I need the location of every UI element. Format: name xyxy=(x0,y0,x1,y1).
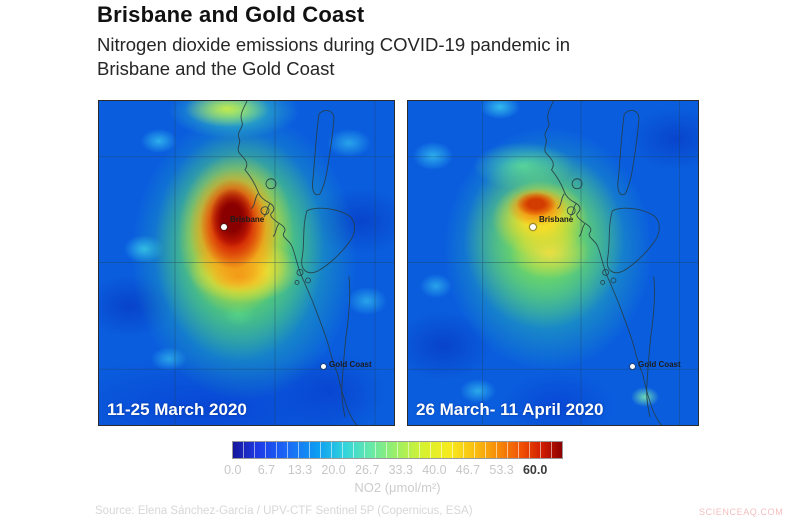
colorbar-tick-max: 60.0 xyxy=(522,463,548,477)
colorbar-gradient xyxy=(232,441,563,459)
date-caption-left: 11-25 March 2020 xyxy=(107,400,247,419)
colorbar-tick: 13.3 xyxy=(287,463,313,477)
colorbar-tick: 33.3 xyxy=(388,463,413,477)
page-title: Brisbane and Gold Coast xyxy=(97,2,365,27)
gold-coast-marker-dot xyxy=(630,364,635,369)
gold-coast-label: Gold Coast xyxy=(329,360,372,369)
colorbar-tick: 20.0 xyxy=(321,463,346,477)
colorbar-axis-label: NO2 (μmol/m²) xyxy=(354,480,441,495)
coastline-grid-overlay xyxy=(99,101,394,425)
colorbar-ticks: 0.0 6.7 13.3 20.0 26.7 33.3 40.0 46.7 53… xyxy=(216,463,552,477)
brisbane-label: Brisbane xyxy=(539,215,574,224)
coastline-grid-overlay xyxy=(408,101,698,425)
colorbar-tick: 26.7 xyxy=(355,463,380,477)
colorbar-tick: 6.7 xyxy=(257,463,276,477)
date-caption-right: 26 March- 11 April 2020 xyxy=(416,400,604,419)
brisbane-label: Brisbane xyxy=(230,215,265,224)
map-panel-march-11-25: Brisbane Gold Coast 11-25 March 2020 xyxy=(98,100,395,426)
colorbar-tick: 53.3 xyxy=(489,463,514,477)
subtitle-line-1: Nitrogen dioxide emissions during COVID-… xyxy=(97,34,571,55)
brisbane-marker-dot xyxy=(530,224,536,230)
map-panel-march26-april11: Brisbane Gold Coast 26 March- 11 April 2… xyxy=(407,100,699,426)
site-watermark: SCIENCEAQ.COM xyxy=(699,507,784,517)
source-credit: Source: Elena Sánchez-García / UPV-CTF S… xyxy=(95,505,473,517)
figure-subtitle: Nitrogen dioxide emissions during COVID-… xyxy=(97,33,570,81)
colorbar-tick: 40.0 xyxy=(422,463,447,477)
gold-coast-label: Gold Coast xyxy=(638,360,681,369)
gold-coast-marker-dot xyxy=(321,364,326,369)
colorbar-tick: 46.7 xyxy=(455,463,481,477)
colorbar-tick: 0.0 xyxy=(224,463,242,477)
brisbane-marker-dot xyxy=(221,224,227,230)
subtitle-line-2: Brisbane and the Gold Coast xyxy=(97,58,335,79)
